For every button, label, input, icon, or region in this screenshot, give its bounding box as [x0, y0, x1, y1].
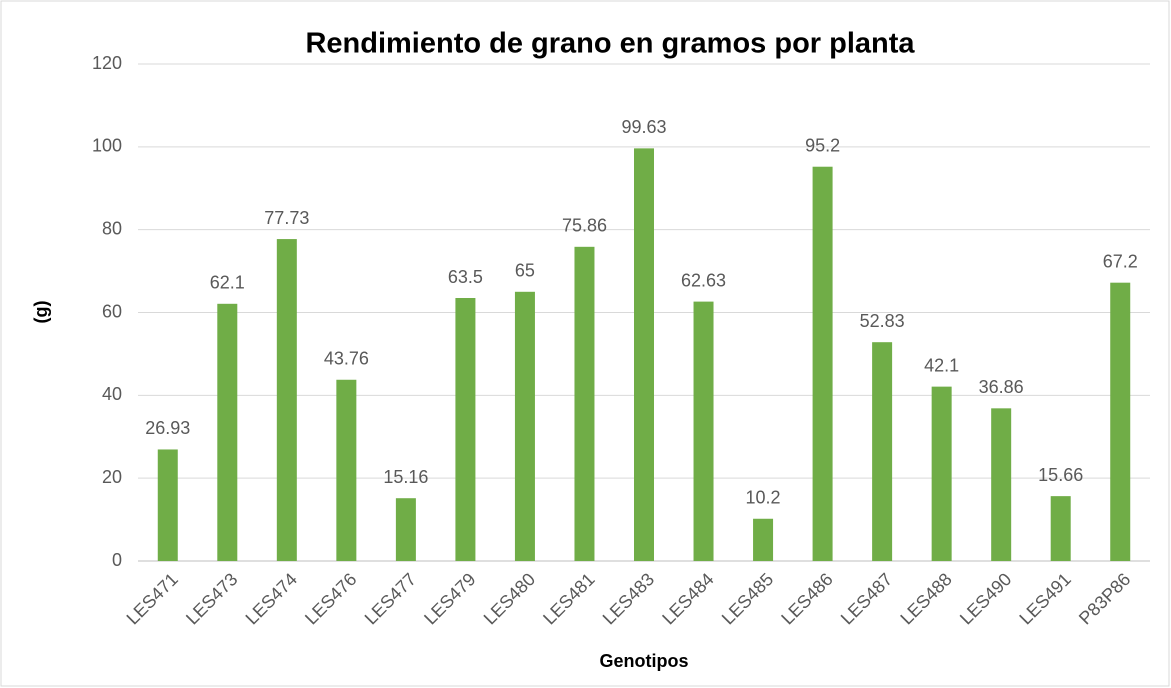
data-label: 43.76 [324, 349, 369, 369]
data-label: 62.63 [681, 270, 726, 290]
bar [395, 498, 416, 561]
x-axis-label: Genotipos [600, 651, 689, 671]
data-label: 67.2 [1103, 251, 1138, 271]
bar [634, 148, 654, 561]
data-label: 62.1 [210, 273, 245, 293]
data-label: 77.73 [264, 208, 309, 228]
y-axis-label: (g) [31, 301, 51, 324]
bar [812, 166, 833, 562]
bar [217, 303, 238, 561]
bar [276, 239, 297, 562]
y-tick-label: 60 [102, 301, 122, 321]
y-tick-label: 120 [92, 53, 122, 73]
bar [574, 246, 595, 561]
data-label: 42.1 [924, 355, 959, 375]
chart-title: Rendimiento de grano en gramos por plant… [305, 28, 915, 60]
data-label: 52.83 [860, 311, 905, 331]
data-label: 26.93 [145, 418, 190, 438]
data-label: 63.5 [448, 267, 483, 287]
data-label: 15.66 [1038, 465, 1083, 485]
bar [753, 518, 774, 561]
bar [931, 386, 952, 561]
bar [455, 298, 476, 561]
bar [157, 449, 178, 561]
data-label: 65 [515, 261, 535, 281]
bar [1110, 282, 1131, 561]
bar [336, 379, 357, 561]
y-tick-label: 100 [92, 136, 122, 156]
data-label: 75.86 [562, 216, 607, 236]
data-label: 99.63 [621, 117, 666, 137]
y-tick-label: 80 [102, 218, 122, 238]
data-label: 36.86 [979, 377, 1024, 397]
data-label: 95.2 [805, 135, 840, 155]
data-label: 15.16 [383, 467, 428, 487]
bar [991, 408, 1012, 561]
bar [872, 342, 893, 561]
bar [514, 291, 535, 561]
y-tick-label: 20 [102, 467, 122, 487]
bar [693, 301, 714, 561]
y-tick-label: 40 [102, 384, 122, 404]
data-label: 10.2 [746, 488, 781, 508]
y-tick-label: 0 [112, 550, 122, 570]
bar [1050, 496, 1071, 561]
